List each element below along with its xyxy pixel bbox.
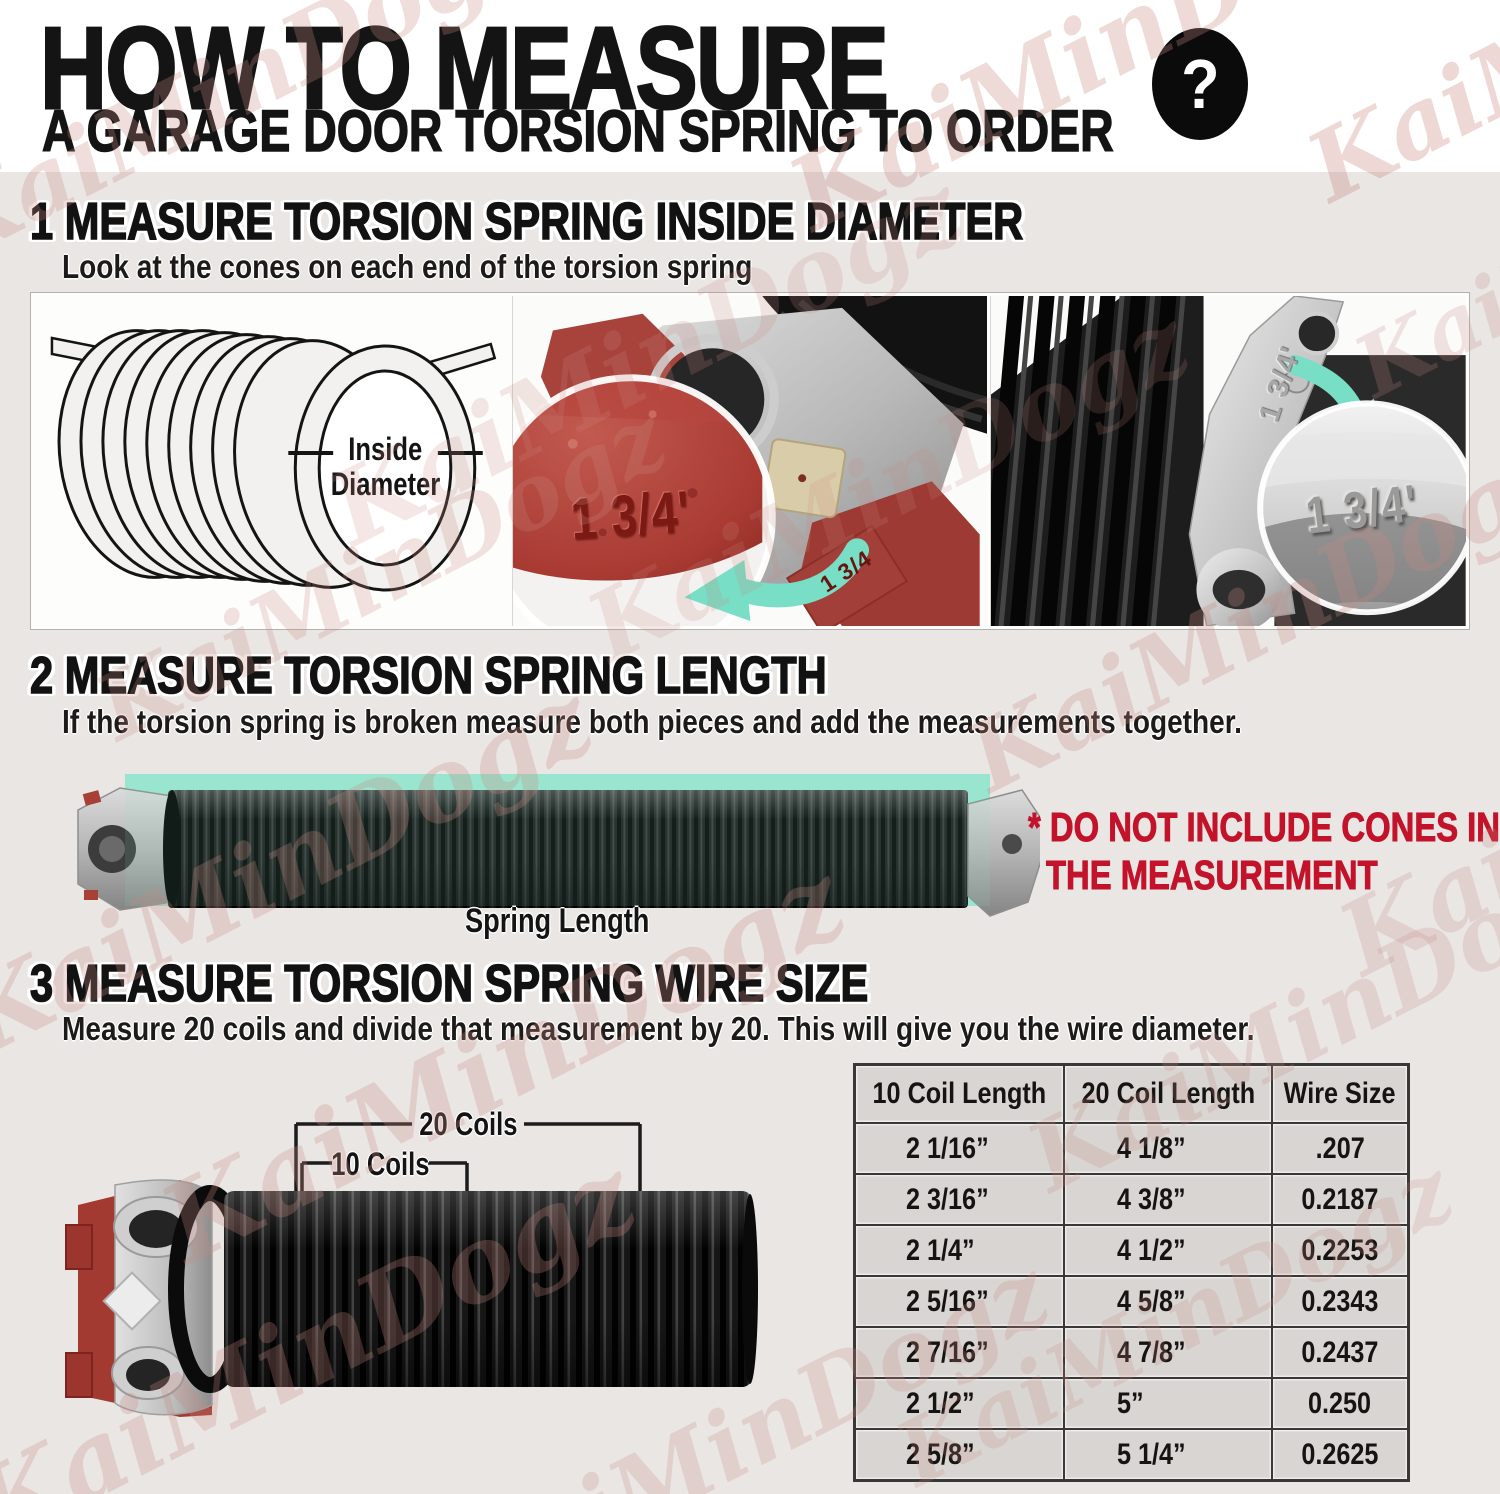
red-cone-illustration bbox=[512, 296, 988, 626]
bracket-10-coils-label: 10 Coils bbox=[330, 1146, 430, 1182]
section3-heading: 3 MEASURE TORSION SPRING WIRE SIZE bbox=[29, 955, 869, 1013]
wire-size-table: 10 Coil Length 20 Coil Length Wire Size … bbox=[853, 1063, 1410, 1482]
section2-subtext: If the torsion spring is broken measure … bbox=[62, 703, 1242, 740]
table-row: 2 1/2” 5” 0.250 bbox=[853, 1377, 1409, 1430]
cone-stamp-text: 1 3/4' bbox=[568, 478, 692, 553]
section1-heading: 1 MEASURE TORSION SPRING INSIDE DIAMETER bbox=[29, 193, 1024, 251]
spring-length-illustration bbox=[77, 774, 1051, 917]
inside-diameter-label: Inside Diameter bbox=[330, 431, 440, 502]
wire-size-figure bbox=[60, 1085, 780, 1485]
section3-subtext: Measure 20 coils and divide that measure… bbox=[62, 1010, 1255, 1047]
col-wire-size: Wire Size bbox=[1271, 1063, 1409, 1124]
magnifier-arrow-icon bbox=[722, 538, 869, 608]
red-cone-photo bbox=[511, 296, 988, 626]
aluminum-cone-photo bbox=[990, 296, 1467, 626]
col-20-coil-length: 20 Coil Length bbox=[1062, 1063, 1274, 1124]
page-subtitle: A GARAGE DOOR TORSION SPRING TO ORDER bbox=[41, 99, 1114, 164]
spring-length-figure bbox=[60, 752, 1051, 952]
table-row: 2 5/16” 4 5/8” 0.2343 bbox=[853, 1275, 1409, 1328]
spring-length-label: Spring Length bbox=[464, 902, 650, 940]
coil-count-illustration bbox=[65, 1122, 758, 1417]
section1-subtext: Look at the cones on each end of the tor… bbox=[62, 248, 753, 285]
page-title: HOW TO MEASURE bbox=[39, 3, 890, 133]
section1-photo-row bbox=[30, 292, 1470, 630]
aluminum-cone-illustration bbox=[991, 296, 1467, 626]
section2-heading: 2 MEASURE TORSION SPRING LENGTH bbox=[29, 647, 827, 705]
table-row: 2 5/8” 5 1/4” 0.2625 bbox=[853, 1428, 1409, 1482]
inside-diameter-diagram bbox=[34, 296, 509, 626]
table-row: 2 1/16” 4 1/8” .207 bbox=[853, 1122, 1409, 1175]
coil-bracket-lines bbox=[294, 1122, 642, 1193]
question-mark-icon: ? bbox=[1152, 28, 1248, 140]
spring-coil-drawing bbox=[34, 296, 509, 626]
table-header-row: 10 Coil Length 20 Coil Length Wire Size bbox=[853, 1063, 1409, 1124]
table-row: 2 7/16” 4 7/8” 0.2437 bbox=[853, 1326, 1409, 1379]
header-band bbox=[0, 0, 1500, 172]
table-row: 2 3/16” 4 3/8” 0.2187 bbox=[853, 1173, 1409, 1226]
table-row: 2 1/4” 4 1/2” 0.2253 bbox=[853, 1224, 1409, 1277]
cones-warning-text: * DO NOT INCLUDE CONES IN THE MEASUREMEN… bbox=[1028, 804, 1500, 899]
watermark: KaiMinDogz bbox=[1320, 579, 1500, 999]
bracket-20-coils-label: 20 Coils bbox=[418, 1106, 518, 1142]
col-10-coil-length: 10 Coil Length bbox=[853, 1063, 1065, 1124]
